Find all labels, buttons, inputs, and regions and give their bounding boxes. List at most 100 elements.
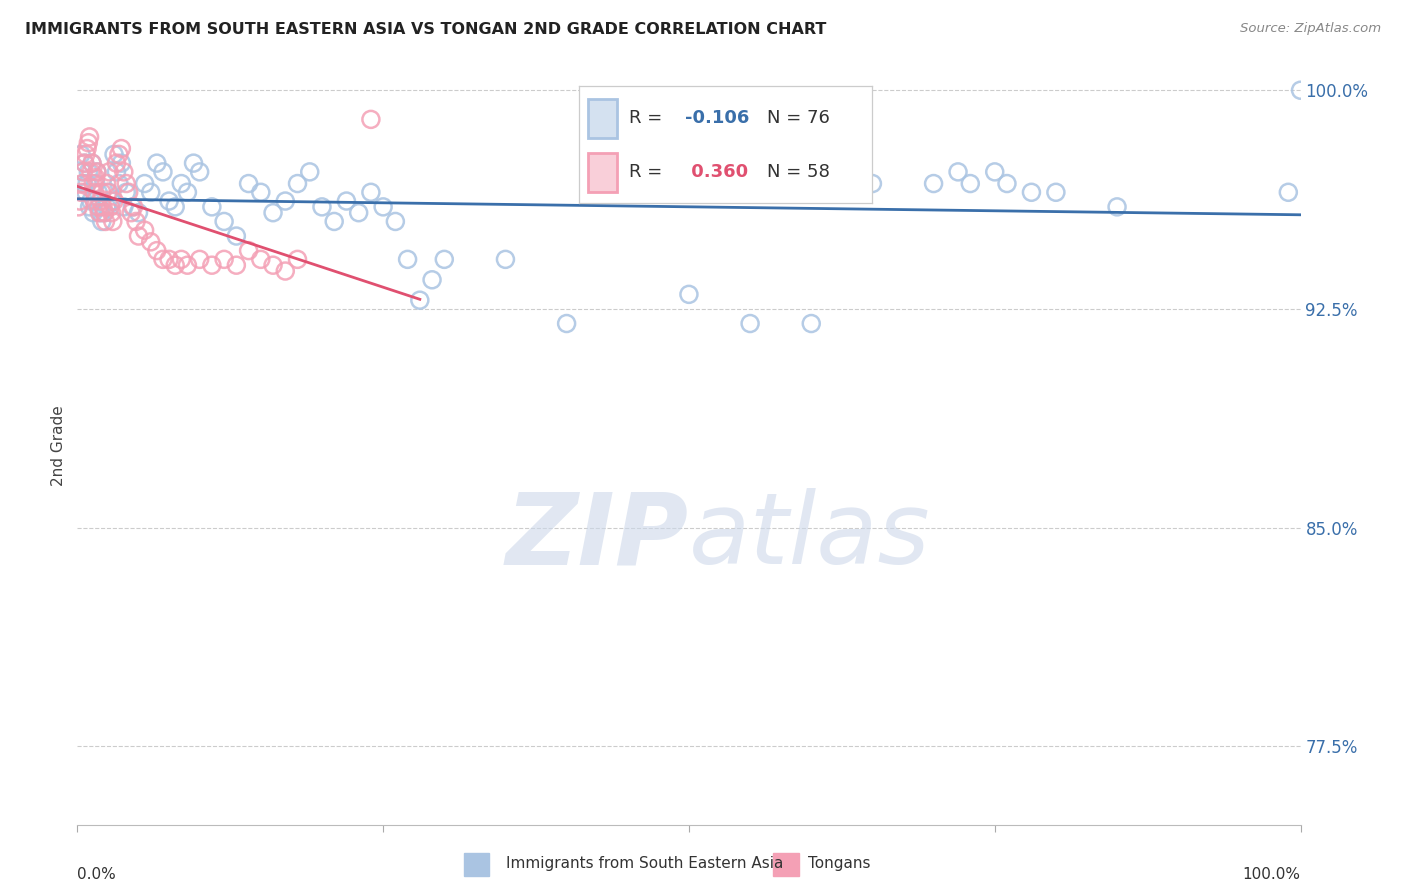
Point (555, 317, 578, 331)
Point (946, 165, 969, 179)
Text: ZIP: ZIP (506, 489, 689, 585)
Point (238, 244, 260, 258)
Point (152, 252, 174, 267)
Point (139, 186, 162, 200)
Point (262, 258, 284, 272)
Point (262, 205, 284, 219)
Point (82, 205, 104, 219)
Point (112, 200, 135, 214)
Point (1107, 200, 1129, 214)
Point (152, 165, 174, 179)
Point (201, 200, 224, 214)
Point (120, 205, 142, 219)
Point (77, 136, 100, 150)
Point (740, 317, 762, 331)
Point (103, 147, 125, 161)
Point (176, 258, 198, 272)
Text: Immigrants from South Eastern Asia: Immigrants from South Eastern Asia (506, 856, 783, 871)
Point (96, 177, 118, 191)
Point (93, 205, 115, 219)
Point (287, 177, 309, 191)
Point (80, 194, 103, 208)
Point (90, 214, 112, 228)
Point (1045, 186, 1067, 200)
Point (108, 147, 131, 161)
Point (94, 214, 117, 228)
Point (800, 317, 823, 331)
Point (110, 142, 132, 156)
Point (127, 229, 149, 244)
Point (87, 186, 110, 200)
Point (384, 214, 406, 228)
Point (959, 177, 981, 191)
Point (409, 293, 432, 308)
Point (396, 252, 419, 267)
Point (1277, 186, 1299, 200)
Point (84, 177, 107, 191)
Point (84, 170, 107, 185)
Point (170, 252, 193, 267)
Point (73, 156, 96, 170)
Point (76, 142, 98, 156)
Point (311, 200, 333, 214)
Point (110, 156, 132, 170)
Point (495, 252, 517, 267)
Point (98, 186, 121, 200)
Point (73, 156, 96, 170)
Point (67, 200, 90, 214)
Point (371, 200, 394, 214)
Point (79, 200, 101, 214)
Point (122, 200, 145, 214)
Point (89, 205, 111, 219)
Point (69, 194, 91, 208)
Text: 0.0%: 0.0% (77, 867, 117, 882)
Point (225, 258, 247, 272)
Point (112, 165, 135, 179)
Point (134, 177, 156, 191)
Point (101, 214, 124, 228)
Point (1289, 83, 1312, 97)
Point (212, 214, 235, 228)
Point (96, 200, 118, 214)
Text: Source: ZipAtlas.com: Source: ZipAtlas.com (1240, 22, 1381, 36)
Point (118, 186, 141, 200)
Point (115, 177, 138, 191)
Point (70, 186, 93, 200)
Text: IMMIGRANTS FROM SOUTH EASTERN ASIA VS TONGAN 2ND GRADE CORRELATION CHART: IMMIGRANTS FROM SOUTH EASTERN ASIA VS TO… (25, 22, 827, 37)
Point (862, 177, 884, 191)
Point (678, 287, 700, 301)
Point (83, 194, 105, 208)
Point (250, 252, 273, 267)
Point (212, 252, 235, 267)
Point (105, 156, 128, 170)
Point (72, 177, 94, 191)
Point (90, 205, 112, 219)
Point (125, 214, 148, 228)
Point (1021, 186, 1043, 200)
Point (108, 177, 131, 191)
Point (139, 235, 162, 249)
Point (995, 177, 1018, 191)
Point (89, 200, 111, 214)
Point (100, 205, 122, 219)
Point (134, 223, 156, 237)
Point (75, 147, 97, 161)
Point (70, 147, 93, 161)
Point (287, 252, 309, 267)
Point (201, 258, 224, 272)
Point (360, 186, 382, 200)
Point (105, 165, 128, 179)
Point (347, 205, 370, 219)
Point (238, 177, 260, 191)
Point (298, 165, 321, 179)
Point (77, 165, 100, 179)
Point (83, 186, 105, 200)
Point (97, 186, 120, 200)
Text: 100.0%: 100.0% (1243, 867, 1301, 882)
Point (157, 252, 180, 267)
Point (323, 214, 346, 228)
Point (82, 177, 104, 191)
Point (176, 186, 198, 200)
Point (75, 186, 97, 200)
Point (922, 177, 945, 191)
